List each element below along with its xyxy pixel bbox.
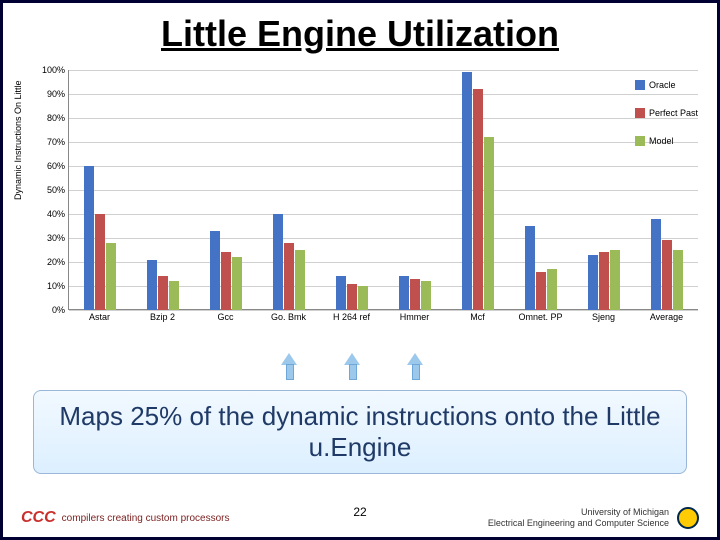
x-tick-label: Mcf (446, 312, 509, 322)
bar (473, 89, 483, 310)
bar (358, 286, 368, 310)
arrow-cell (194, 353, 257, 381)
arrow-cell (572, 353, 635, 381)
footer: CCC compilers creating custom processors… (3, 507, 717, 529)
legend-label: Model (649, 136, 674, 146)
x-tick-label: Bzip 2 (131, 312, 194, 322)
legend-swatch (635, 80, 645, 90)
category-group (572, 70, 635, 310)
arrow-cell (509, 353, 572, 381)
bar (95, 214, 105, 310)
y-tick-label: 60% (33, 161, 65, 171)
logo-tagline: compilers creating custom processors (62, 513, 230, 524)
y-tick-label: 30% (33, 233, 65, 243)
arrow-cell (257, 353, 320, 381)
bar (599, 252, 609, 310)
legend-label: Perfect Past (649, 108, 698, 118)
legend-item: Perfect Past (635, 108, 698, 118)
x-axis-labels: AstarBzip 2GccGo. BmkH 264 refHmmerMcfOm… (68, 312, 698, 322)
bar (662, 240, 672, 310)
bar (399, 276, 409, 310)
org-line1: University of Michigan (488, 507, 669, 518)
legend-swatch (635, 136, 645, 146)
callout-box: Maps 25% of the dynamic instructions ont… (33, 390, 687, 474)
bar (221, 252, 231, 310)
bar (169, 281, 179, 310)
arrow-cell (446, 353, 509, 381)
bar (651, 219, 661, 310)
x-tick-label: Omnet. PP (509, 312, 572, 322)
bar (336, 276, 346, 310)
arrows-row (68, 353, 698, 381)
x-tick-label: Sjeng (572, 312, 635, 322)
y-tick-label: 10% (33, 281, 65, 291)
x-tick-label: Astar (68, 312, 131, 322)
arrow-cell (383, 353, 446, 381)
y-tick-label: 50% (33, 185, 65, 195)
x-tick-label: H 264 ref (320, 312, 383, 322)
arrow-cell (635, 353, 698, 381)
bar (588, 255, 598, 310)
bars-container (68, 70, 698, 310)
bar (84, 166, 94, 310)
bar (484, 137, 494, 310)
bar (525, 226, 535, 310)
bar (232, 257, 242, 310)
category-group (446, 70, 509, 310)
category-group (68, 70, 131, 310)
category-group (194, 70, 257, 310)
legend: Oracle Perfect Past Model (635, 80, 698, 164)
up-arrow-icon (278, 353, 300, 381)
bar (210, 231, 220, 310)
x-tick-label: Hmmer (383, 312, 446, 322)
y-axis-label: Dynamic Instructions On Little (13, 80, 23, 200)
bar (347, 284, 357, 310)
bar (410, 279, 420, 310)
arrow-cell (131, 353, 194, 381)
bar (547, 269, 557, 310)
category-group (509, 70, 572, 310)
y-tick-label: 70% (33, 137, 65, 147)
x-tick-label: Go. Bmk (257, 312, 320, 322)
bar (106, 243, 116, 310)
up-arrow-icon (341, 353, 363, 381)
arrow-cell (320, 353, 383, 381)
legend-item: Oracle (635, 80, 698, 90)
x-tick-label: Average (635, 312, 698, 322)
bar (536, 272, 546, 310)
y-tick-label: 40% (33, 209, 65, 219)
y-tick-label: 100% (33, 65, 65, 75)
y-tick-label: 90% (33, 89, 65, 99)
bar (158, 276, 168, 310)
arrow-cell (68, 353, 131, 381)
x-tick-label: Gcc (194, 312, 257, 322)
bar (284, 243, 294, 310)
y-tick-label: 20% (33, 257, 65, 267)
bar (147, 260, 157, 310)
legend-swatch (635, 108, 645, 118)
category-group (131, 70, 194, 310)
bar (421, 281, 431, 310)
um-seal-icon (677, 507, 699, 529)
bar (273, 214, 283, 310)
bar (462, 72, 472, 310)
org-line2: Electrical Engineering and Computer Scie… (488, 518, 669, 529)
bar (673, 250, 683, 310)
legend-item: Model (635, 136, 698, 146)
legend-label: Oracle (649, 80, 676, 90)
bar (610, 250, 620, 310)
page-title: Little Engine Utilization (3, 3, 717, 60)
y-tick-label: 80% (33, 113, 65, 123)
bar (295, 250, 305, 310)
category-group (320, 70, 383, 310)
category-group (257, 70, 320, 310)
ccc-logo: CCC (21, 509, 56, 527)
y-tick-label: 0% (33, 305, 65, 315)
up-arrow-icon (404, 353, 426, 381)
gridline (69, 310, 698, 311)
category-group (383, 70, 446, 310)
utilization-chart: Dynamic Instructions On Little 0%10%20%3… (23, 60, 703, 340)
